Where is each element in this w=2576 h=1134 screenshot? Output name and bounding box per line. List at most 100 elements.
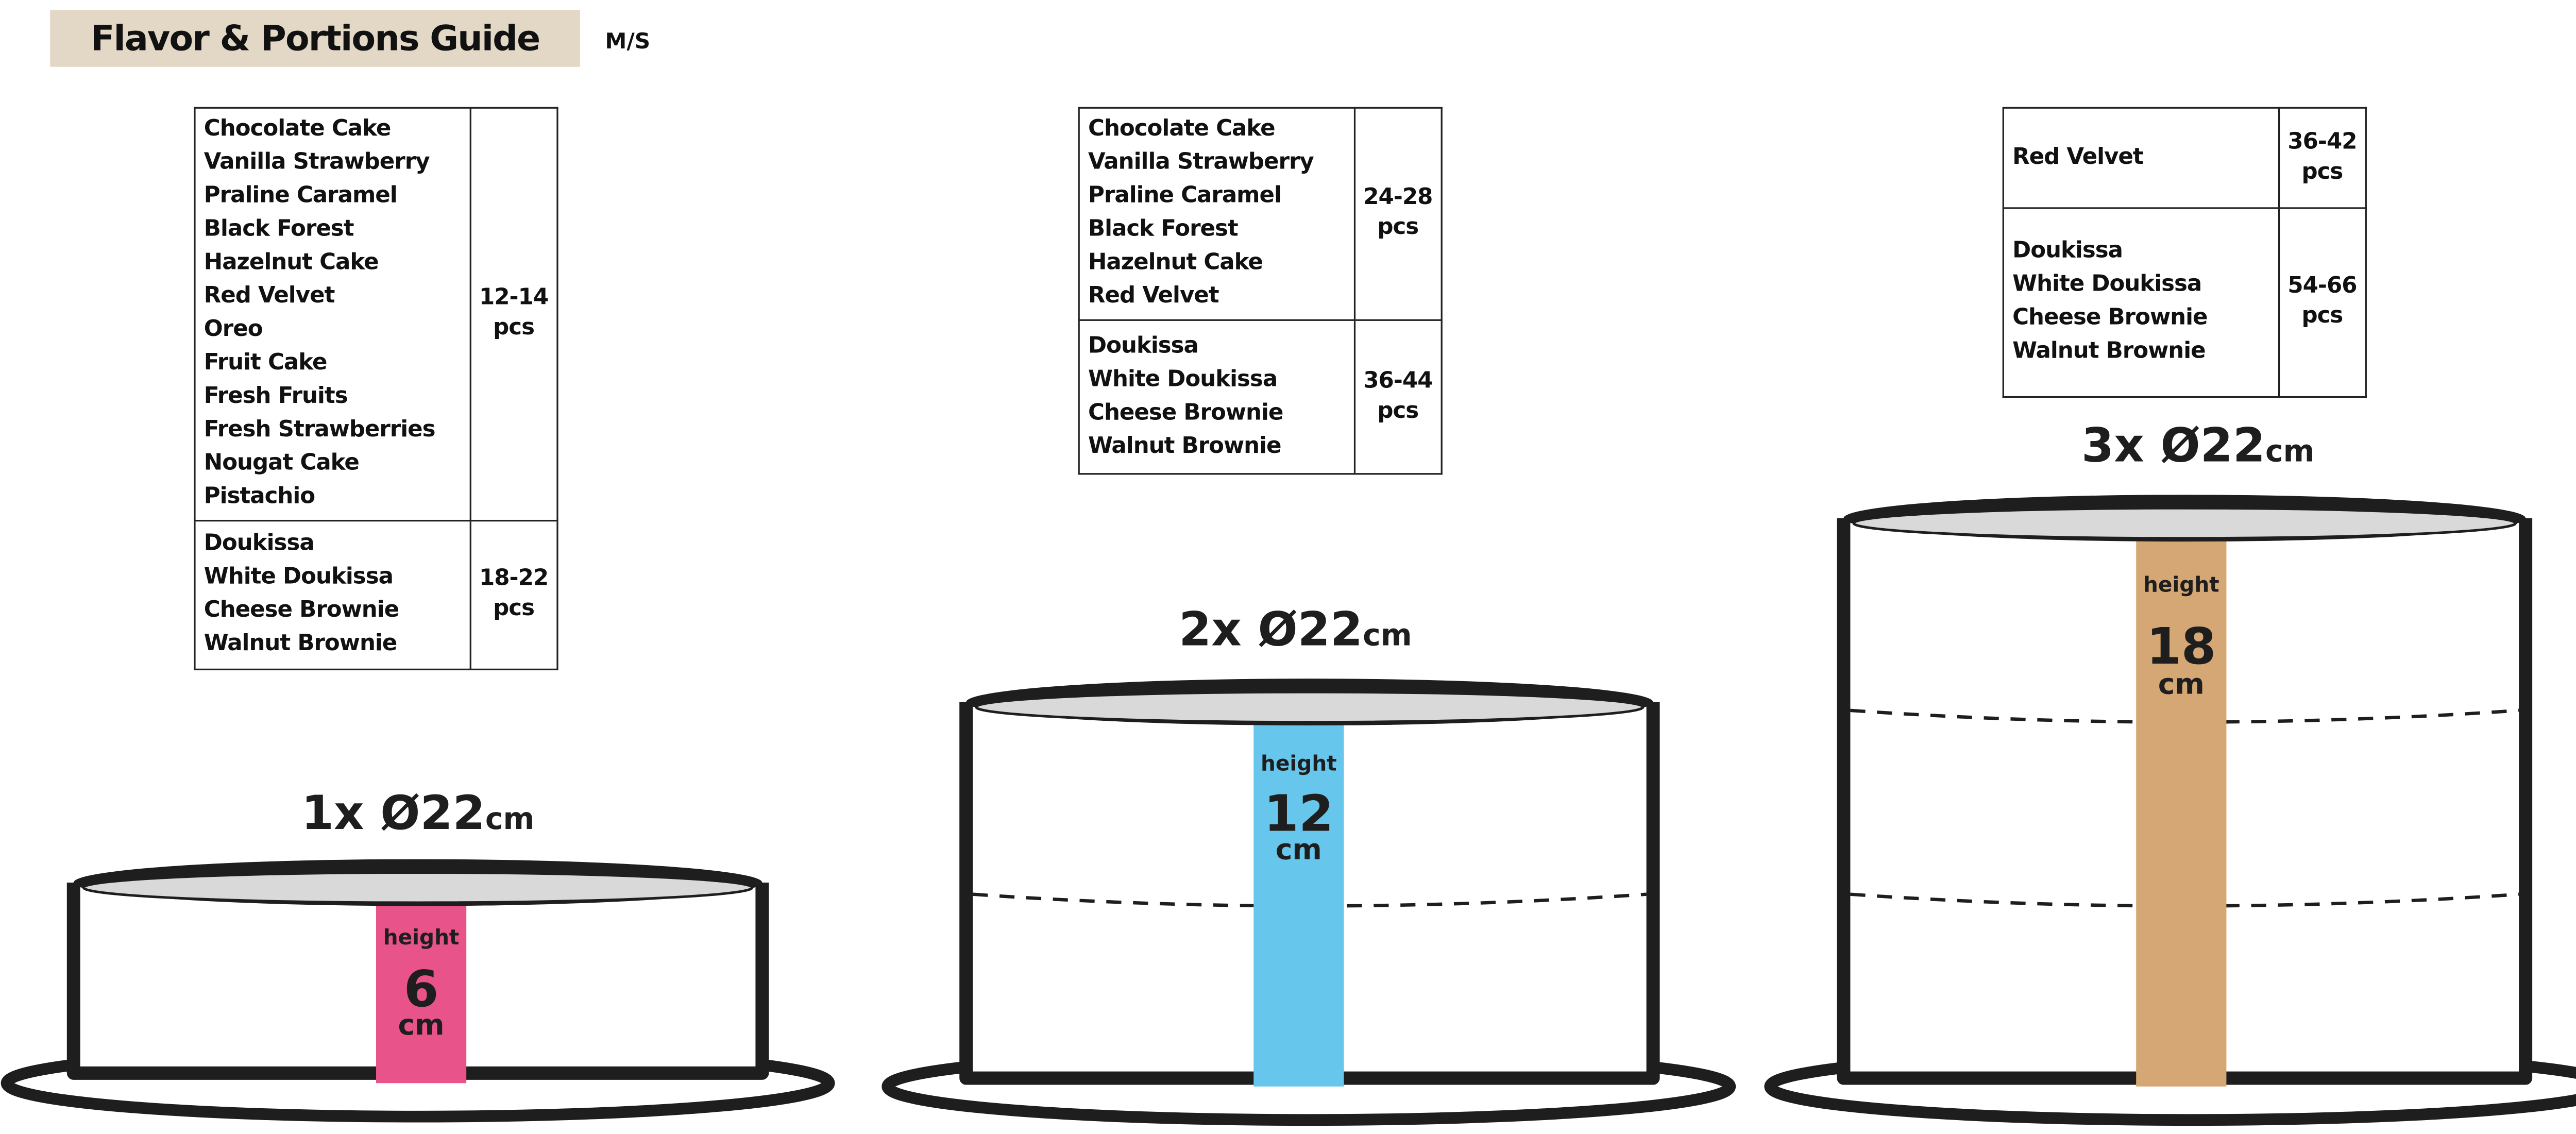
- height-value: 12: [1264, 784, 1333, 842]
- height-value: 18: [2146, 617, 2216, 675]
- flavor-name: Chocolate Cake: [1088, 117, 1276, 142]
- flavor-list: Chocolate Cake Vanilla Strawberry Praline …: [1078, 107, 1355, 321]
- flavor-name: Walnut Brownie: [1088, 433, 1281, 459]
- flavor-list: Chocolate Cake Vanilla Strawberry Praline …: [194, 107, 471, 522]
- table-row: Doukissa White Doukissa Cheese Brownie Waln…: [2002, 207, 2367, 398]
- table-row: Chocolate Cake Vanilla Strawberry Praline …: [194, 107, 558, 522]
- portion-unit: pcs: [493, 597, 535, 622]
- spacer: [2144, 418, 2161, 472]
- diameter: Ø22: [1258, 602, 1363, 656]
- title-banner: Flavor & Portions Guide: [50, 10, 580, 67]
- diameter: Ø22: [380, 786, 485, 840]
- flavor-name: Nougat Cake: [204, 451, 360, 477]
- diameter-unit: cm: [2265, 433, 2314, 468]
- portion-unit: pcs: [1377, 215, 1419, 241]
- flavor-name: Doukissa: [1088, 333, 1199, 359]
- height-label: height: [2143, 572, 2219, 597]
- flavor-name: Hazelnut Cake: [204, 250, 379, 276]
- height-band: [1253, 722, 1344, 1087]
- flavor-name: White Doukissa: [204, 565, 394, 590]
- flavor-list: Doukissa White Doukissa Cheese Brownie Waln…: [2002, 207, 2280, 398]
- portion-range: 12-14: [479, 285, 549, 311]
- height-value: 6: [404, 960, 439, 1018]
- height-label: height: [383, 925, 460, 950]
- portion-range: 54-66: [2287, 274, 2357, 299]
- flavor-name: Cheese Brownie: [204, 598, 399, 624]
- flavor-list: Red Velvet: [2002, 107, 2280, 209]
- flavor-name: Hazelnut Cake: [1088, 250, 1263, 276]
- flavor-name: Praline Caramel: [1088, 183, 1282, 209]
- flavor-name: Red Velvet: [1088, 284, 1219, 310]
- portion-unit: pcs: [2301, 159, 2344, 185]
- portion-count: 36-42 pcs: [2277, 107, 2367, 209]
- flavor-list: Doukissa White Doukissa Cheese Brownie Waln…: [194, 519, 471, 670]
- height-unit: cm: [1276, 834, 1322, 867]
- tier-count: 1x: [301, 786, 364, 840]
- height-label: height: [1261, 751, 1337, 776]
- portion-count: 12-14 pcs: [469, 107, 558, 522]
- flavor-table-1-tier: Chocolate Cake Vanilla Strawberry Praline …: [194, 107, 558, 670]
- tier-count: 3x: [2081, 418, 2144, 472]
- flavor-name: Fresh Fruits: [204, 384, 348, 410]
- height-band: [376, 902, 467, 1084]
- portion-range: 36-44: [1363, 368, 1433, 394]
- height-unit: cm: [2158, 668, 2205, 701]
- flavor-name: Fresh Strawberries: [204, 418, 436, 443]
- cake-top: [82, 871, 754, 904]
- flavor-name: Pistachio: [204, 484, 315, 510]
- spacer: [1242, 602, 1258, 656]
- height-band: [2136, 538, 2227, 1087]
- flavor-table-2-tier: Chocolate Cake Vanilla Strawberry Praline …: [1078, 107, 1443, 475]
- flavor-name: Doukissa: [2012, 239, 2123, 264]
- table-row: Doukissa White Doukissa Cheese Brownie Waln…: [1078, 319, 1443, 475]
- flavor-table-3-tier: Red Velvet 36-42 pcs Doukissa White Doukissa…: [2002, 107, 2367, 398]
- table-row: Red Velvet 36-42 pcs: [2002, 107, 2367, 209]
- portion-unit: pcs: [1377, 398, 1419, 424]
- flavor-name: Red Velvet: [2012, 144, 2144, 170]
- portion-range: 18-22: [479, 566, 549, 592]
- portion-unit: pcs: [2301, 304, 2344, 330]
- flavor-name: Doukissa: [204, 531, 315, 557]
- page-title: Flavor & Portions Guide: [90, 18, 540, 59]
- table-row: Doukissa White Doukissa Cheese Brownie Waln…: [194, 519, 558, 670]
- flavor-name: Vanilla Strawberry: [204, 150, 430, 176]
- cake-size-label: 2x Ø22cm: [1179, 602, 1412, 656]
- tier-count: 2x: [1179, 602, 1242, 656]
- height-unit: cm: [398, 1009, 444, 1042]
- portion-unit: pcs: [493, 316, 535, 341]
- diameter-unit: cm: [1363, 617, 1412, 652]
- flavor-name: Chocolate Cake: [204, 117, 392, 142]
- tier-divider: [972, 892, 1647, 908]
- portion-count: 36-44 pcs: [1353, 319, 1443, 475]
- cake-top: [975, 690, 1645, 723]
- flavor-name: Walnut Brownie: [2012, 339, 2206, 365]
- flavor-name: Walnut Brownie: [204, 632, 397, 657]
- portion-count: 18-22 pcs: [469, 519, 558, 670]
- size-code: M/S: [605, 30, 651, 56]
- cake-size-label: 3x Ø22cm: [2081, 418, 2314, 472]
- cake-top: [1852, 506, 2517, 540]
- diameter: Ø22: [2160, 418, 2265, 472]
- flavor-name: Black Forest: [1088, 217, 1239, 243]
- portion-range: 24-28: [1363, 185, 1433, 211]
- flavor-name: Oreo: [204, 317, 263, 343]
- portion-count: 54-66 pcs: [2277, 207, 2367, 398]
- cake-size-label: 1x Ø22cm: [301, 786, 534, 840]
- flavor-list: Doukissa White Doukissa Cheese Brownie Waln…: [1078, 319, 1355, 475]
- portion-range: 36-42: [2287, 129, 2357, 155]
- spacer: [364, 786, 381, 840]
- flavor-name: Red Velvet: [204, 284, 335, 310]
- table-row: Chocolate Cake Vanilla Strawberry Praline …: [1078, 107, 1443, 321]
- flavor-name: Black Forest: [204, 217, 354, 243]
- flavor-name: White Doukissa: [2012, 272, 2202, 298]
- flavor-name: Cheese Brownie: [2012, 306, 2208, 331]
- flavor-name: Praline Caramel: [204, 183, 398, 209]
- flavor-name: Cheese Brownie: [1088, 400, 1283, 426]
- diameter-unit: cm: [485, 801, 534, 836]
- flavor-name: Fruit Cake: [204, 351, 328, 376]
